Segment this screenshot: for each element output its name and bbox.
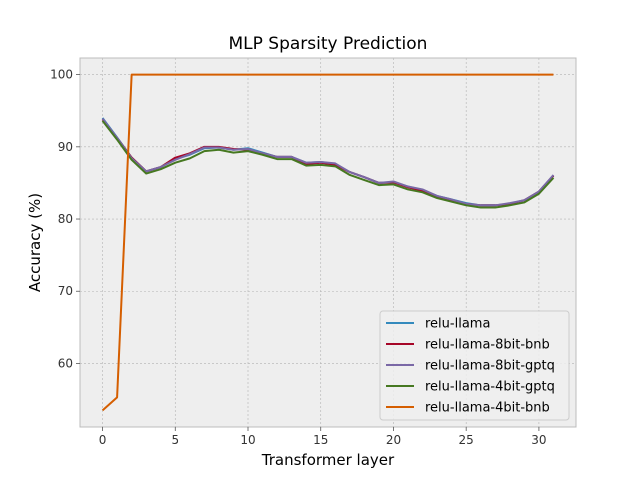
x-tick-label: 0 <box>99 433 107 447</box>
legend-label: relu-llama-4bit-bnb <box>425 401 550 416</box>
legend-label: relu-llama <box>425 317 490 332</box>
y-tick-label: 70 <box>58 284 73 298</box>
legend-label: relu-llama-8bit-bnb <box>425 338 550 353</box>
x-tick-label: 20 <box>386 433 401 447</box>
y-axis-label: Accuracy (%) <box>26 193 44 292</box>
legend-label: relu-llama-8bit-gptq <box>425 359 555 374</box>
series-line-relu-llama-4bit-bnb <box>101 73 554 412</box>
legend-label: relu-llama-4bit-gptq <box>425 380 555 395</box>
y-tick-label: 80 <box>58 212 73 226</box>
y-tick-label: 100 <box>50 68 73 82</box>
x-tick-label: 10 <box>240 433 255 447</box>
y-tick-label: 90 <box>58 140 73 154</box>
series-line-relu-llama-8bit-gptq <box>101 118 555 207</box>
chart-title: MLP Sparsity Prediction <box>229 34 428 54</box>
x-axis-label: Transformer layer <box>261 451 395 469</box>
x-tick-label: 15 <box>313 433 328 447</box>
x-tick-label: 30 <box>531 433 546 447</box>
plot-frame <box>79 57 577 428</box>
legend: relu-llama relu-llama-8bit-bnb relu-llama-… <box>379 310 570 421</box>
series-lines <box>101 73 555 412</box>
legend-box <box>379 310 570 421</box>
y-axis-ticks: 60 70 80 90 100 <box>50 68 80 370</box>
y-tick-label: 60 <box>58 356 73 370</box>
x-axis-ticks: 0 5 10 15 20 25 30 <box>99 427 547 447</box>
x-tick-label: 5 <box>171 433 179 447</box>
legend-items: relu-llama relu-llama-8bit-bnb relu-llama-… <box>386 317 555 416</box>
series-line-relu-llama-4bit-gptq <box>101 120 555 209</box>
x-tick-label: 25 <box>459 433 474 447</box>
